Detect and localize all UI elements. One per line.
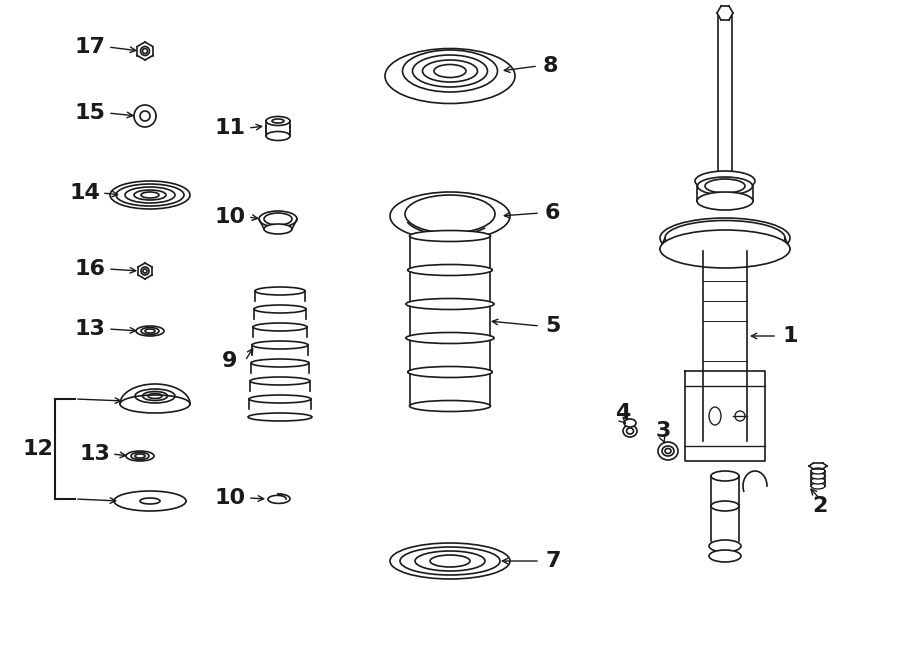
Text: 4: 4 (616, 403, 631, 423)
Ellipse shape (434, 65, 466, 77)
Text: 8: 8 (542, 56, 558, 76)
Ellipse shape (665, 449, 671, 453)
Ellipse shape (142, 48, 148, 54)
Ellipse shape (140, 498, 160, 504)
Ellipse shape (114, 491, 186, 511)
Ellipse shape (248, 413, 312, 421)
Ellipse shape (140, 46, 149, 56)
Ellipse shape (665, 221, 785, 256)
Text: 16: 16 (75, 259, 105, 279)
Ellipse shape (141, 327, 159, 334)
Ellipse shape (252, 341, 308, 349)
Text: 12: 12 (22, 439, 53, 459)
Text: 2: 2 (813, 496, 828, 516)
Ellipse shape (114, 495, 186, 507)
Text: 15: 15 (75, 103, 105, 123)
Ellipse shape (415, 551, 485, 571)
Ellipse shape (405, 195, 495, 233)
Ellipse shape (811, 473, 825, 479)
Ellipse shape (251, 359, 309, 367)
Ellipse shape (408, 366, 492, 377)
Ellipse shape (410, 231, 490, 241)
Ellipse shape (390, 192, 510, 240)
Ellipse shape (406, 299, 494, 309)
Ellipse shape (811, 478, 825, 484)
Ellipse shape (135, 454, 145, 458)
Text: 7: 7 (545, 551, 561, 571)
Text: 17: 17 (75, 37, 105, 57)
Ellipse shape (695, 231, 755, 251)
Text: 3: 3 (655, 421, 670, 441)
Ellipse shape (623, 425, 637, 437)
Ellipse shape (266, 132, 290, 141)
Ellipse shape (695, 171, 755, 191)
Text: 14: 14 (69, 183, 101, 203)
Ellipse shape (660, 218, 790, 258)
Ellipse shape (134, 112, 156, 120)
Ellipse shape (709, 550, 741, 562)
Ellipse shape (698, 177, 752, 195)
Text: 13: 13 (79, 444, 111, 464)
Ellipse shape (390, 543, 510, 579)
Ellipse shape (697, 192, 753, 210)
Ellipse shape (412, 55, 488, 87)
Text: 5: 5 (545, 316, 561, 336)
Ellipse shape (255, 287, 305, 295)
Ellipse shape (136, 326, 164, 336)
Ellipse shape (264, 224, 292, 234)
Text: 6: 6 (544, 203, 560, 223)
Ellipse shape (660, 230, 790, 268)
Text: 10: 10 (214, 488, 246, 508)
Ellipse shape (406, 332, 494, 344)
Text: 9: 9 (222, 351, 238, 371)
Ellipse shape (249, 395, 311, 403)
Ellipse shape (408, 264, 492, 276)
Ellipse shape (735, 411, 745, 421)
Ellipse shape (811, 468, 825, 474)
Ellipse shape (662, 446, 674, 456)
Ellipse shape (709, 540, 741, 552)
Ellipse shape (134, 190, 166, 200)
Ellipse shape (272, 119, 284, 123)
Ellipse shape (120, 395, 190, 413)
Ellipse shape (430, 555, 470, 567)
Ellipse shape (145, 329, 155, 333)
Ellipse shape (266, 116, 290, 126)
Ellipse shape (705, 179, 745, 193)
Ellipse shape (259, 211, 297, 227)
Ellipse shape (140, 111, 150, 121)
Ellipse shape (811, 483, 825, 489)
Ellipse shape (125, 187, 175, 203)
Ellipse shape (385, 48, 515, 104)
Ellipse shape (110, 181, 190, 209)
Text: 10: 10 (214, 207, 246, 227)
Ellipse shape (253, 323, 307, 331)
Ellipse shape (141, 267, 149, 275)
Ellipse shape (422, 60, 478, 82)
Ellipse shape (711, 471, 739, 481)
Ellipse shape (711, 501, 739, 511)
Ellipse shape (709, 407, 721, 425)
Ellipse shape (116, 184, 184, 206)
Text: 1: 1 (782, 326, 797, 346)
Ellipse shape (658, 442, 678, 460)
Ellipse shape (264, 213, 292, 225)
Text: 13: 13 (75, 319, 105, 339)
Ellipse shape (141, 192, 159, 198)
Ellipse shape (131, 453, 149, 459)
Text: 11: 11 (214, 118, 246, 138)
Ellipse shape (624, 419, 636, 427)
Ellipse shape (626, 428, 634, 434)
Ellipse shape (134, 105, 156, 127)
Ellipse shape (250, 377, 310, 385)
Ellipse shape (400, 547, 500, 575)
Ellipse shape (254, 305, 306, 313)
Ellipse shape (410, 401, 490, 412)
Ellipse shape (126, 451, 154, 461)
Ellipse shape (143, 269, 147, 273)
Ellipse shape (402, 50, 498, 92)
